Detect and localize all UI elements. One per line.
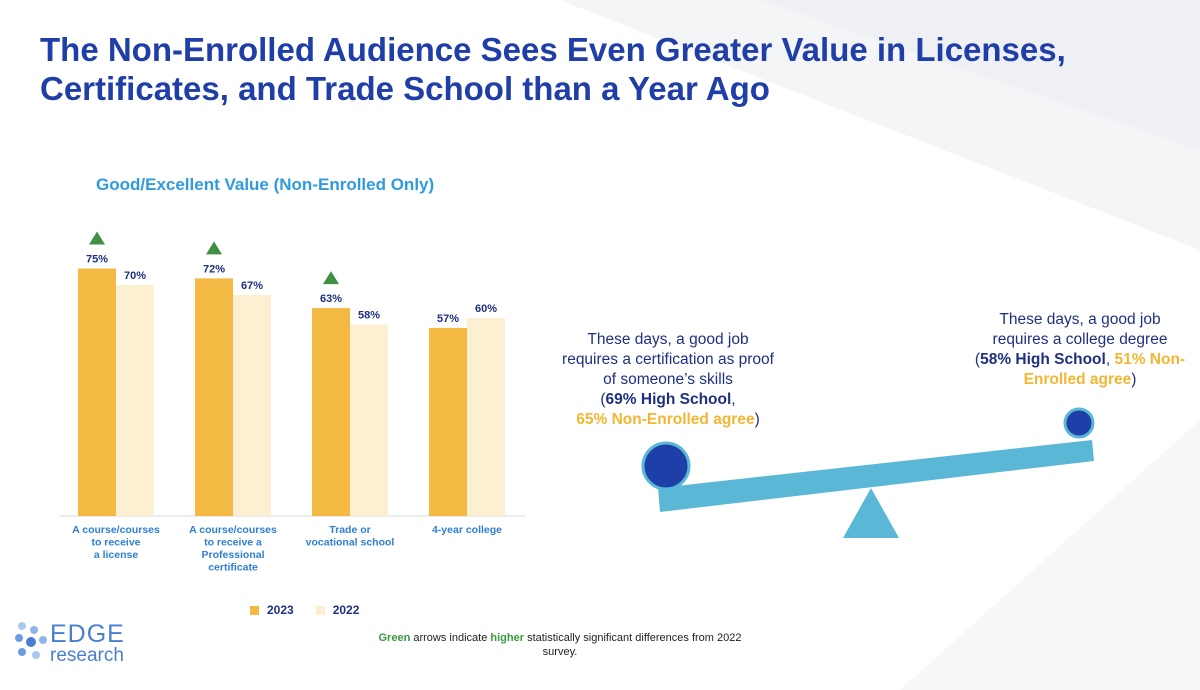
- category-label-2: to receive a: [204, 537, 262, 549]
- category-label-2: A course/courses: [189, 524, 277, 536]
- edge-research-logo-icon: [15, 622, 47, 659]
- category-label-1: to receive: [91, 537, 140, 549]
- page-title: The Non-Enrolled Audience Sees Even Grea…: [40, 31, 1066, 107]
- chart-legend: 2023 2022: [250, 603, 359, 617]
- bar-2022-2: [233, 294, 271, 516]
- footnote-higher-word: higher: [490, 632, 525, 644]
- category-label-1: A course/courses: [72, 524, 160, 536]
- statement-college-degree: These days, a good job requires a colleg…: [955, 310, 1200, 390]
- significance-up-arrow-icon: [323, 271, 339, 285]
- statement-certification-line-2: requires a certification as proof: [562, 351, 774, 368]
- value-label-2022-1: 70%: [124, 270, 146, 282]
- value-label-2022-3: 58%: [358, 310, 380, 322]
- bar-2022-3: [350, 324, 388, 516]
- footnote-green-word: Green: [378, 632, 411, 644]
- category-label-3: vocational school: [306, 537, 395, 549]
- seesaw-left-ball: [641, 441, 691, 491]
- legend-swatch-2023: [250, 605, 259, 615]
- category-label-1: a license: [94, 549, 139, 561]
- value-label-2023-2: 72%: [203, 263, 225, 275]
- statement-college-line-1: These days, a good job: [999, 311, 1161, 328]
- seesaw-right-ball: [1063, 407, 1095, 439]
- significance-up-arrow-icon: [89, 231, 105, 245]
- bar-2023-4: [429, 327, 467, 516]
- logo-research: research: [50, 645, 124, 666]
- statement-certification-line-1: These days, a good job: [587, 331, 749, 348]
- bar-2022-4: [467, 318, 505, 516]
- stat-high-school: 58% High School: [980, 351, 1106, 368]
- bar-2023-1: [78, 268, 116, 516]
- value-label-2023-1: 75%: [86, 254, 108, 266]
- chart-title: Good/Excellent Value (Non-Enrolled Only): [96, 175, 435, 194]
- statement-college-line-2: requires a college degree: [992, 331, 1168, 348]
- stat-high-school: 69% High School: [605, 391, 732, 408]
- seesaw-beam: [658, 440, 1094, 512]
- bar-2023-2: [195, 278, 233, 516]
- category-label-2: Professional: [201, 549, 264, 561]
- statement-certification: These days, a good job requires a certif…: [540, 330, 796, 430]
- footnote: Green arrows indicate higher statistical…: [378, 632, 742, 658]
- value-label-2022-2: 67%: [241, 280, 263, 292]
- legend-item-2023: 2023: [250, 603, 294, 617]
- category-label-4: 4-year college: [432, 524, 502, 536]
- legend-item-2022: 2022: [315, 603, 360, 617]
- legend-swatch-2022: [315, 605, 325, 615]
- bar-2023-3: [312, 308, 350, 516]
- statement-certification-line-3: of someone’s skills: [603, 371, 733, 388]
- category-label-3: Trade or: [329, 524, 370, 536]
- value-label-2022-4: 60%: [475, 303, 497, 315]
- value-label-2023-3: 63%: [320, 293, 342, 305]
- stat-non-enrolled: 65% Non-Enrolled agree: [576, 411, 755, 428]
- logo-edge: EDGE: [50, 620, 125, 648]
- legend-label-2022: 2022: [332, 603, 360, 617]
- edge-research-logo: EDGE research: [50, 622, 125, 666]
- legend-label-2023: 2023: [267, 603, 294, 617]
- stat-non-enrolled: 51% Non-Enrolled agree: [1023, 351, 1186, 388]
- category-label-2: certificate: [208, 562, 258, 574]
- statement-certification-stats-1: (69% High School,: [600, 391, 736, 408]
- value-label-2023-4: 57%: [437, 313, 459, 325]
- bar-2022-1: [116, 285, 154, 516]
- statement-college-stats: (58% High School, 51% Non-Enrolled agree…: [974, 351, 1186, 388]
- statement-certification-stats-2: 65% Non-Enrolled agree): [576, 411, 760, 428]
- significance-up-arrow-icon: [206, 241, 222, 255]
- seesaw-fulcrum: [843, 488, 899, 538]
